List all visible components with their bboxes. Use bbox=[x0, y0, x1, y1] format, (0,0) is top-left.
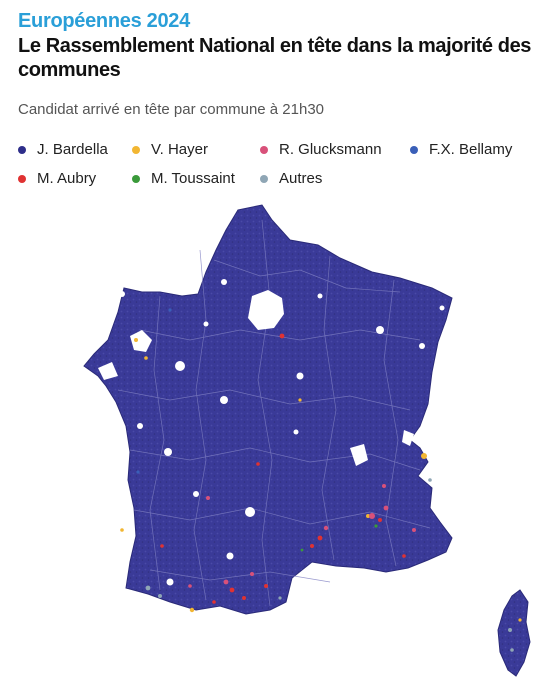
legend-dot-icon bbox=[260, 174, 268, 183]
legend-dot-icon bbox=[132, 174, 140, 183]
bellamy-communes bbox=[136, 308, 172, 474]
legend-label: M. Toussaint bbox=[151, 170, 235, 187]
legend-label: M. Aubry bbox=[37, 170, 97, 187]
toussaint-communes bbox=[300, 524, 378, 552]
legend-item-glucksmann: R. Glucksmann bbox=[260, 141, 382, 158]
map-svg bbox=[83, 204, 531, 677]
france-commune-map bbox=[0, 190, 556, 687]
page-title: Le Rassemblement National en tête dans l… bbox=[18, 35, 532, 81]
legend-dot-icon bbox=[18, 145, 26, 154]
legend-item-toussaint: M. Toussaint bbox=[132, 170, 235, 187]
legend-label: V. Hayer bbox=[151, 141, 208, 158]
kicker-title: Européennes 2024 bbox=[18, 10, 190, 32]
legend-label: R. Glucksmann bbox=[279, 141, 382, 158]
glucksmann-communes bbox=[188, 484, 416, 588]
legend-item-autres: Autres bbox=[260, 170, 322, 187]
mainland-france bbox=[83, 204, 453, 615]
hayer-communes bbox=[120, 338, 522, 622]
legend-label: Autres bbox=[279, 170, 323, 187]
corsica bbox=[497, 589, 531, 677]
legend-label: F.X. Bellamy bbox=[429, 141, 513, 158]
other-candidate-clusters bbox=[120, 308, 522, 652]
legend-item-hayer: V. Hayer bbox=[132, 141, 208, 158]
legend-dot-icon bbox=[260, 145, 268, 154]
legend-item-aubry: M. Aubry bbox=[18, 170, 96, 187]
legend-dot-icon bbox=[132, 145, 140, 154]
aubry-communes bbox=[160, 333, 406, 604]
autres-communes bbox=[145, 478, 514, 652]
legend-dot-icon bbox=[18, 174, 26, 183]
legend-item-bellamy: F.X. Bellamy bbox=[410, 141, 512, 158]
legend-dot-icon bbox=[410, 145, 418, 154]
unreported-areas bbox=[98, 279, 445, 586]
legend-label: J. Bardella bbox=[37, 141, 108, 158]
subtitle: Candidat arrivé en tête par commune à 21… bbox=[18, 101, 325, 118]
legend-item-bardella: J. Bardella bbox=[18, 141, 108, 158]
department-borders bbox=[117, 219, 431, 607]
